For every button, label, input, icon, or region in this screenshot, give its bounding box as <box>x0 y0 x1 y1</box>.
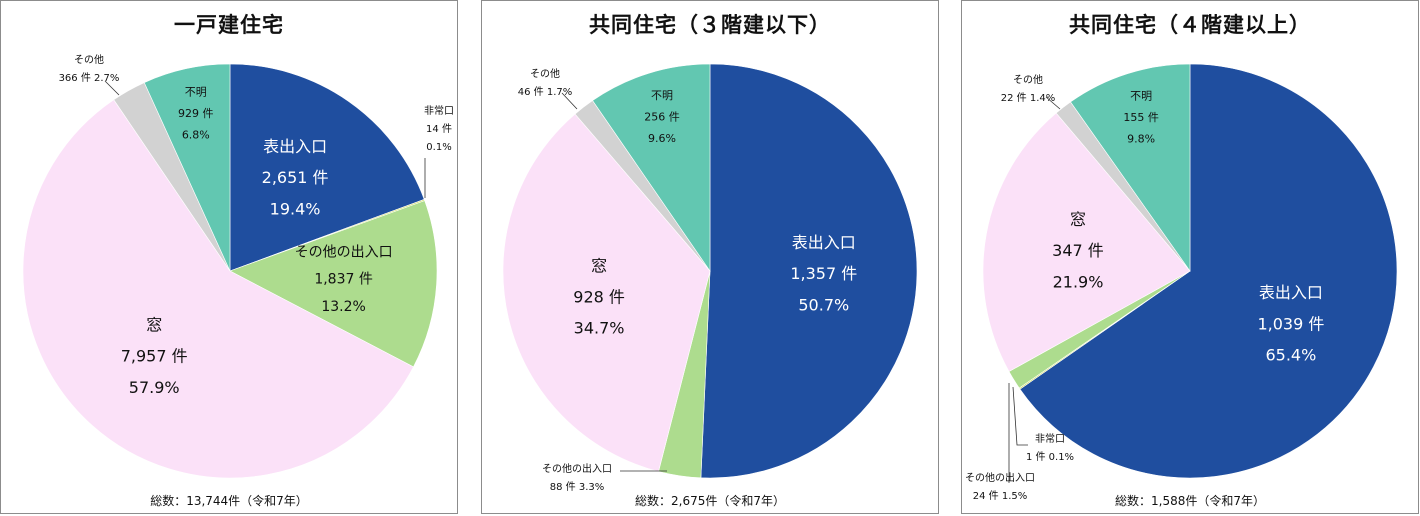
chart-title: 共同住宅（４階建以上） <box>1069 13 1311 37</box>
leader-line-other <box>561 92 578 110</box>
slice-label-percent-window: 34.7% <box>574 319 625 338</box>
slice-label-name-front-entrance: 表出入口 <box>792 233 856 252</box>
chart-title: 共同住宅（３階建以下） <box>589 13 831 37</box>
chart-title: 一戸建住宅 <box>174 13 284 37</box>
total-label: 総数：13,744件（令和7年） <box>150 494 308 508</box>
slice-callout-emergency-exit: 非常口 <box>424 104 454 117</box>
slice-label-count-front-entrance: 1,357 件 <box>790 264 857 283</box>
slice-label-count-unknown: 256 件 <box>644 111 680 124</box>
slice-label-name-window: 窓 <box>591 256 607 275</box>
slice-label-name-unknown: 不明 <box>185 86 207 99</box>
slice-label-count-other-entrance: 1,837 件 <box>314 272 373 288</box>
slice-label-name-front-entrance: 表出入口 <box>1259 283 1323 302</box>
slice-label-count-window: 7,957 件 <box>121 347 188 366</box>
slice-label-name-window: 窓 <box>146 315 162 334</box>
pie-slice-front-entrance <box>700 63 918 479</box>
slice-label-name-other-entrance: その他の出入口 <box>295 244 393 260</box>
slice-label-count-window: 347 件 <box>1052 241 1104 260</box>
slice-callout-other: その他 <box>74 53 104 66</box>
slice-label-percent-unknown: 9.6% <box>648 132 676 145</box>
slice-label-name-window: 窓 <box>1070 210 1086 229</box>
pie-slice-unknown <box>592 63 711 272</box>
slice-callout-other: 46 件 1.7% <box>518 86 573 98</box>
slice-callout-other-entrance: その他の出入口 <box>542 462 612 475</box>
slice-callout-emergency-exit: 非常口 <box>1035 432 1065 445</box>
slice-label-percent-window: 21.9% <box>1053 272 1104 291</box>
slice-label-percent-front-entrance: 19.4% <box>270 199 321 218</box>
slice-label-count-unknown: 929 件 <box>178 107 214 120</box>
total-label: 総数：2,675件（令和7年） <box>635 494 785 508</box>
slice-callout-other-entrance: 24 件 1.5% <box>973 490 1028 502</box>
slice-label-percent-front-entrance: 65.4% <box>1265 346 1316 365</box>
chart-panel-apartment-low: 共同住宅（３階建以下） 表出入口 1,357 件 50.7% その他の出入口 88 件 … <box>481 0 939 514</box>
slice-callout-other: 22 件 1.4% <box>1001 92 1056 104</box>
pie-slice-front-entrance <box>1019 63 1398 479</box>
pie-chart: 表出入口 2,651 件 19.4% 非常口 14 件 0.1% その他の出入口 1,837 … <box>22 53 454 479</box>
slice-callout-other-entrance: 88 件 3.3% <box>550 481 605 493</box>
pie-slice-unknown <box>1070 63 1191 272</box>
slice-label-percent-unknown: 9.8% <box>1127 132 1155 145</box>
slice-label-percent-front-entrance: 50.7% <box>798 295 849 314</box>
pie-slice-window <box>22 99 414 479</box>
pie-chart: 表出入口 1,039 件 65.4% 非常口 1 件 0.1% その他の出入口 24 件 1… <box>965 63 1398 502</box>
slice-label-percent-unknown: 6.8% <box>182 129 210 142</box>
slice-label-name-front-entrance: 表出入口 <box>263 137 327 156</box>
chart-panel-detached-house: 一戸建住宅 表出入口 2,651 件 19.4% 非常口 14 件 0.1% その他の出入口… <box>0 0 458 514</box>
slice-callout-other: 366 件 2.7% <box>59 72 120 84</box>
pie-slice-window <box>982 112 1191 372</box>
pie-slice-other-entrance <box>229 200 438 368</box>
slice-callout-other: その他 <box>530 67 560 80</box>
slice-label-count-front-entrance: 2,651 件 <box>262 168 329 187</box>
chart-panel-apartment-high: 共同住宅（４階建以上） 表出入口 1,039 件 65.4% 非常口 1 件 0.1% そ… <box>961 0 1419 514</box>
pie-chart: 表出入口 1,357 件 50.7% その他の出入口 88 件 3.3% 窓 928 件 34… <box>502 63 918 493</box>
slice-label-count-window: 928 件 <box>573 288 625 307</box>
slice-label-name-unknown: 不明 <box>1130 90 1152 103</box>
slice-callout-other: その他 <box>1013 73 1043 86</box>
slice-callout-emergency-exit: 0.1% <box>426 142 451 153</box>
slice-callout-other-entrance: その他の出入口 <box>965 471 1035 484</box>
slice-label-percent-other-entrance: 13.2% <box>321 299 365 315</box>
leader-line-emergency-exit <box>1012 386 1028 446</box>
pie-slice-front-entrance <box>229 63 425 272</box>
slice-label-count-front-entrance: 1,039 件 <box>1257 314 1324 333</box>
pie-slice-unknown <box>143 63 231 272</box>
slice-label-count-unknown: 155 件 <box>1123 111 1159 124</box>
total-label: 総数：1,588件（令和7年） <box>1115 494 1265 508</box>
pie-slice-window <box>502 113 711 472</box>
slice-label-name-unknown: 不明 <box>651 89 673 102</box>
leader-line-other <box>1045 96 1061 110</box>
slice-label-percent-window: 57.9% <box>129 378 180 397</box>
slice-callout-emergency-exit: 1 件 0.1% <box>1026 451 1074 463</box>
slice-callout-emergency-exit: 14 件 <box>426 123 452 135</box>
leader-line-other <box>104 80 120 96</box>
